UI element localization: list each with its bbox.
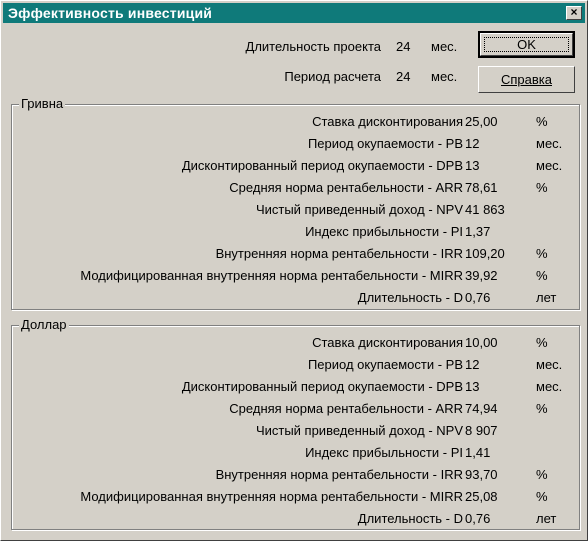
metric-value: 25,00 — [465, 114, 498, 129]
metric-value: 78,61 — [465, 180, 498, 195]
metric-label: Модифицированная внутренняя норма рентаб… — [80, 268, 463, 283]
metric-label: Длительность - D — [357, 290, 463, 305]
metric-row: Дисконтированный период окупаемости - DP… — [12, 158, 579, 178]
project-duration-label: Длительность проекта — [245, 39, 381, 54]
metric-row: Ставка дисконтирования 25,00% — [12, 114, 579, 134]
metric-label: Средняя норма рентабельности - ARR — [229, 401, 463, 416]
metric-value: 74,94 — [465, 401, 498, 416]
metric-unit: лет — [536, 290, 557, 305]
metric-row: Индекс прибыльности - PI 1,37 — [12, 224, 579, 244]
metric-unit: мес. — [536, 158, 563, 173]
metric-label: Длительность - D — [357, 511, 463, 526]
metric-unit: % — [536, 268, 548, 283]
calc-period-label: Период расчета — [284, 69, 381, 84]
metric-value: 25,08 — [465, 489, 498, 504]
metric-row: Ставка дисконтирования 10,00% — [12, 335, 579, 355]
ok-button-label: OK — [517, 37, 536, 52]
metric-label: Период окупаемости - PB — [307, 357, 463, 372]
help-button[interactable]: Справка — [478, 66, 575, 93]
metric-row: Внутренняя норма рентабельности - IRR 109… — [12, 246, 579, 266]
metric-label: Модифицированная внутренняя норма рентаб… — [80, 489, 463, 504]
metric-label: Чистый приведенный доход - NPV — [255, 202, 463, 217]
metric-label: Период окупаемости - PB — [307, 136, 463, 151]
metric-value: 10,00 — [465, 335, 498, 350]
metric-unit: % — [536, 114, 548, 129]
window-title: Эффективность инвестиций — [8, 5, 213, 21]
metric-value: 0,76 — [465, 511, 491, 526]
close-icon[interactable]: × — [566, 6, 582, 20]
metric-value: 13 — [465, 379, 480, 394]
calc-period-value: 24 — [396, 69, 411, 84]
metric-row: Чистый приведенный доход - NPV 41 863 — [12, 202, 579, 222]
metric-label: Дисконтированный период окупаемости - DP… — [181, 379, 463, 394]
metric-value: 93,70 — [465, 467, 498, 482]
metric-row: Период окупаемости - PB 12 мес. — [12, 357, 579, 377]
metric-value: 12 — [465, 357, 480, 372]
metric-label: Внутренняя норма рентабельности - IRR — [215, 467, 463, 482]
help-button-label: Справка — [501, 72, 552, 87]
metric-unit: % — [536, 467, 548, 482]
metric-unit: мес. — [536, 379, 563, 394]
metric-row: Чистый приведенный доход - NPV 8 907 — [12, 423, 579, 443]
metric-row: Модифицированная внутренняя норма рентаб… — [12, 489, 579, 509]
group-dollar: Доллар Ставка дисконтирования 10,00% Перио… — [11, 317, 580, 531]
metric-row: Период окупаемости - PB 12 мес. — [12, 136, 579, 156]
ok-button[interactable]: OK — [478, 31, 575, 58]
metric-unit: лет — [536, 511, 557, 526]
group-dollar-title: Доллар — [19, 317, 69, 332]
metric-row: Дисконтированный период окупаемости - DP… — [12, 379, 579, 399]
metric-value: 12 — [465, 136, 480, 151]
metric-label: Ставка дисконтирования — [312, 335, 463, 350]
metric-label: Чистый приведенный доход - NPV — [255, 423, 463, 438]
metric-unit: % — [536, 335, 548, 350]
metric-row: Внутренняя норма рентабельности - IRR 93,… — [12, 467, 579, 487]
metric-row: Средняя норма рентабельности - ARR 74,94% — [12, 401, 579, 421]
metric-unit: мес. — [536, 357, 563, 372]
metric-value: 109,20 — [465, 246, 505, 261]
metric-unit: % — [536, 246, 548, 261]
metric-label: Дисконтированный период окупаемости - DP… — [181, 158, 463, 173]
metric-label: Средняя норма рентабельности - ARR — [229, 180, 463, 195]
project-duration-value: 24 — [396, 39, 411, 54]
calc-period-unit: мес. — [431, 69, 458, 84]
metric-label: Индекс прибыльности - PI — [305, 445, 463, 460]
metric-row: Длительность - D 0,76 лет — [12, 511, 579, 531]
metric-row: Модифицированная внутренняя норма рентаб… — [12, 268, 579, 288]
metric-value: 1,41 — [465, 445, 491, 460]
metric-value: 0,76 — [465, 290, 491, 305]
metric-value: 8 907 — [465, 423, 498, 438]
metric-label: Внутренняя норма рентабельности - IRR — [215, 246, 463, 261]
title-bar[interactable]: Эффективность инвестиций × — [3, 3, 585, 23]
metric-unit: % — [536, 401, 548, 416]
group-hryvnia: Гривна Ставка дисконтирования 25,00% Перио… — [11, 96, 580, 310]
project-duration-unit: мес. — [431, 39, 458, 54]
group-hryvnia-title: Гривна — [19, 96, 66, 111]
metric-row: Длительность - D 0,76 лет — [12, 290, 579, 310]
metric-value: 13 — [465, 158, 480, 173]
metric-label: Ставка дисконтирования — [312, 114, 463, 129]
metric-unit: мес. — [536, 136, 563, 151]
metric-row: Средняя норма рентабельности - ARR 78,61% — [12, 180, 579, 200]
metric-row: Индекс прибыльности - PI 1,41 — [12, 445, 579, 465]
metric-value: 41 863 — [465, 202, 505, 217]
metric-unit: % — [536, 489, 548, 504]
metric-value: 1,37 — [465, 224, 491, 239]
metric-unit: % — [536, 180, 548, 195]
metric-value: 39,92 — [465, 268, 498, 283]
metric-label: Индекс прибыльности - PI — [305, 224, 463, 239]
